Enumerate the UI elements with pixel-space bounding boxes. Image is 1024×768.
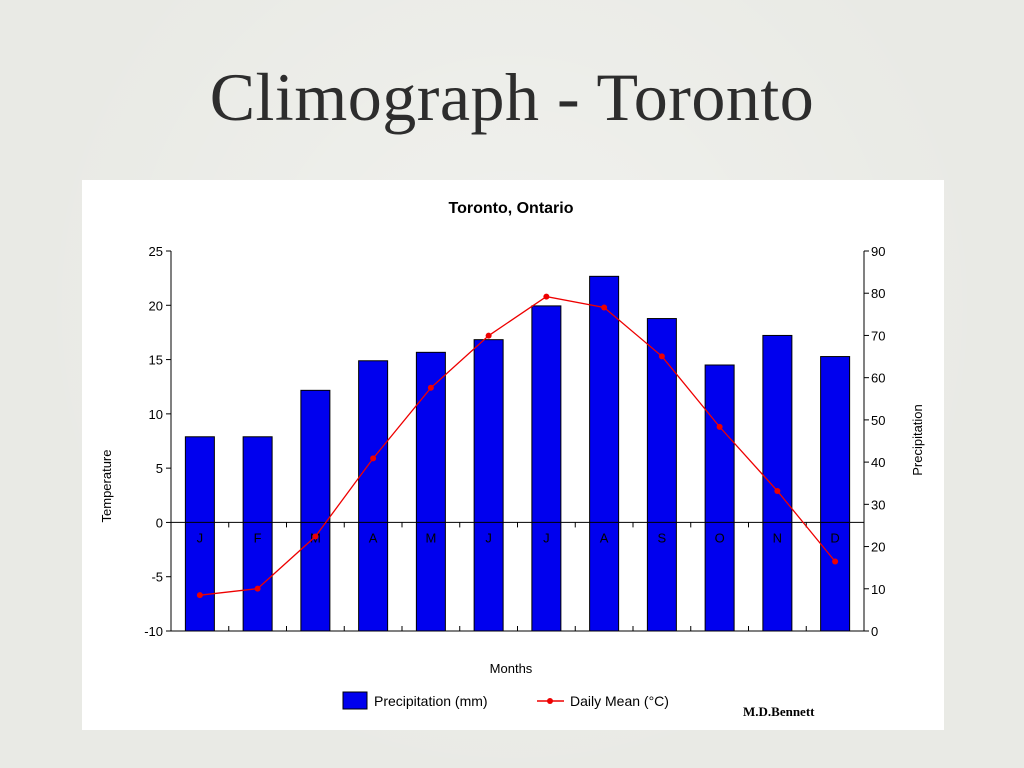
y-tick-label-right: 30 (871, 497, 885, 512)
daily-mean-point (196, 592, 203, 599)
precipitation-bar (820, 356, 851, 632)
daily-mean-point (658, 353, 665, 360)
y-tick-label-left: 0 (156, 515, 163, 530)
y-tick-label-right: 40 (871, 455, 885, 470)
x-axis-title: Months (490, 661, 533, 676)
month-label: N (773, 530, 782, 545)
daily-mean-point (601, 304, 608, 311)
y-tick-label-left: 15 (149, 353, 163, 368)
daily-mean-point (427, 384, 434, 391)
precipitation-bar (473, 339, 504, 632)
month-label: J (197, 530, 204, 545)
y-tick-label-right: 20 (871, 540, 885, 555)
chart-panel: Toronto, Ontario 25 20 15 10 5 0 -5 -10 90 80 70 60… (82, 180, 944, 730)
precipitation-bar (646, 318, 677, 632)
daily-mean-point (370, 455, 377, 462)
month-label: A (369, 530, 378, 545)
month-label: O (715, 530, 725, 545)
y-tick-label-right: 10 (871, 582, 885, 597)
y-tick-label-right: 70 (871, 328, 885, 343)
legend-label-precipitation: Precipitation (mm) (374, 693, 488, 709)
precipitation-bar (531, 305, 562, 632)
daily-mean-point (832, 558, 839, 565)
precipitation-bar (242, 436, 273, 632)
month-label: S (658, 530, 667, 545)
legend: Precipitation (mm) Daily Mean (°C) (342, 691, 669, 710)
precipitation-bar (415, 351, 446, 632)
y-tick-label-right: 80 (871, 286, 885, 301)
daily-mean-point (543, 293, 550, 300)
y-tick-label-right: 0 (871, 624, 878, 639)
daily-mean-point (254, 585, 261, 592)
month-label: A (600, 530, 609, 545)
climograph-chart: Toronto, Ontario 2520151050-5-1090807060… (99, 200, 925, 719)
daily-mean-point (716, 423, 723, 430)
daily-mean-point (774, 487, 781, 494)
precipitation-bar (358, 360, 389, 632)
plot-area: 2520151050-5-109080706050403020100JFMAMJ… (144, 244, 885, 639)
daily-mean-point (312, 533, 319, 540)
y-tick-label-right: 60 (871, 371, 885, 386)
y-tick-label-right: 90 (871, 244, 885, 259)
precipitation-bar (762, 334, 793, 632)
daily-mean-point (485, 332, 492, 339)
precipitation-bar (184, 436, 215, 632)
y-tick-label-right: 50 (871, 413, 885, 428)
legend-marker-daily-mean (547, 698, 553, 704)
chart-title: Toronto, Ontario (448, 200, 573, 217)
y-tick-label-left: 20 (149, 298, 163, 313)
precipitation-bar (589, 275, 620, 632)
daily-mean-line (199, 295, 836, 596)
precipitation-bar (300, 389, 331, 632)
month-label: J (485, 530, 492, 545)
legend-swatch-precipitation (342, 691, 368, 710)
author-credit: M.D.Bennett (743, 704, 815, 719)
y-tick-label-left: 10 (149, 407, 163, 422)
month-label: F (254, 530, 262, 545)
month-label: M (425, 530, 436, 545)
month-label: D (830, 530, 839, 545)
y-axis-title-precipitation: Precipitation (910, 404, 925, 476)
slide-title: Climograph - Toronto (209, 59, 815, 135)
y-tick-label-left: -5 (151, 570, 163, 585)
y-axis-title-temperature: Temperature (99, 450, 114, 523)
y-tick-label-left: -10 (144, 624, 163, 639)
precipitation-bar (704, 364, 735, 632)
month-label: J (543, 530, 550, 545)
y-tick-label-left: 5 (156, 461, 163, 476)
legend-label-daily-mean: Daily Mean (°C) (570, 693, 669, 709)
y-tick-label-left: 25 (149, 244, 163, 259)
